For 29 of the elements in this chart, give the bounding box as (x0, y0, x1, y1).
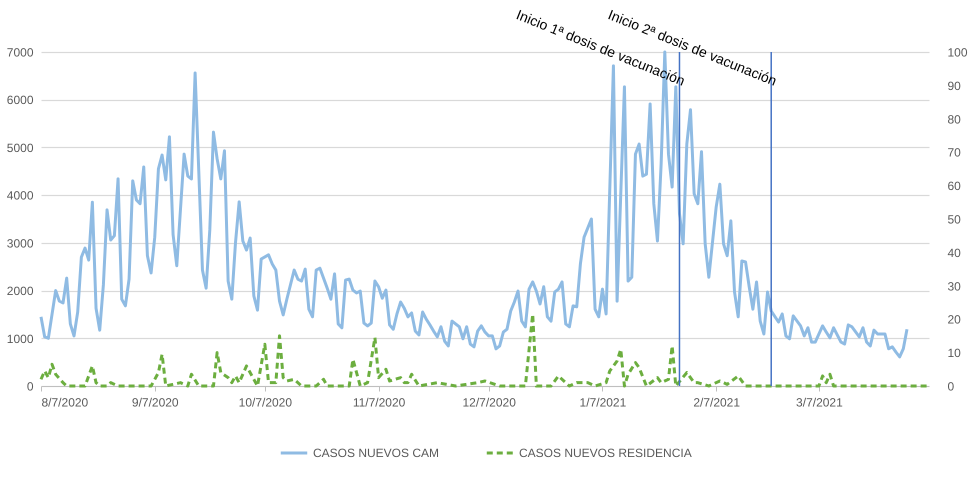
legend-label: CASOS NUEVOS RESIDENCIA (519, 446, 692, 460)
y2-tick-label: 20 (948, 312, 962, 327)
x-tick-label: 12/7/2020 (462, 396, 516, 410)
y2-tick-label: 80 (948, 112, 962, 126)
y-tick-label: 0 (26, 380, 34, 394)
y-tick-label: 6000 (6, 93, 34, 108)
y2-tick-label: 0 (948, 380, 954, 394)
y-tick-label: 1000 (6, 332, 34, 346)
y-tick-label: 2000 (6, 284, 34, 298)
x-tick-label: 9/7/2020 (132, 396, 179, 410)
x-tick-label: 10/7/2020 (238, 396, 292, 410)
y2-tick-label: 90 (948, 78, 962, 93)
y2-tick-label: 70 (948, 146, 962, 160)
y2-tick-label: 100 (948, 46, 968, 60)
x-tick-label: 11/7/2020 (352, 396, 406, 410)
x-tick-label: 1/7/2021 (580, 396, 627, 410)
y-tick-label: 3000 (6, 236, 34, 250)
legend-label: CASOS NUEVOS CAM (313, 446, 440, 460)
x-tick-label: 3/7/2021 (796, 396, 844, 410)
x-tick-label: 8/7/2020 (42, 396, 89, 410)
y2-tick-label: 60 (948, 179, 962, 194)
y2-tick-label: 30 (948, 279, 962, 294)
y2-tick-label: 40 (948, 246, 962, 260)
y-tick-label: 5000 (6, 140, 34, 155)
y2-tick-label: 50 (948, 212, 962, 226)
y-tick-label: 7000 (6, 46, 34, 60)
y-tick-label: 4000 (6, 188, 34, 203)
x-tick-label: 2/7/2021 (693, 396, 740, 410)
y2-tick-label: 10 (948, 346, 962, 360)
